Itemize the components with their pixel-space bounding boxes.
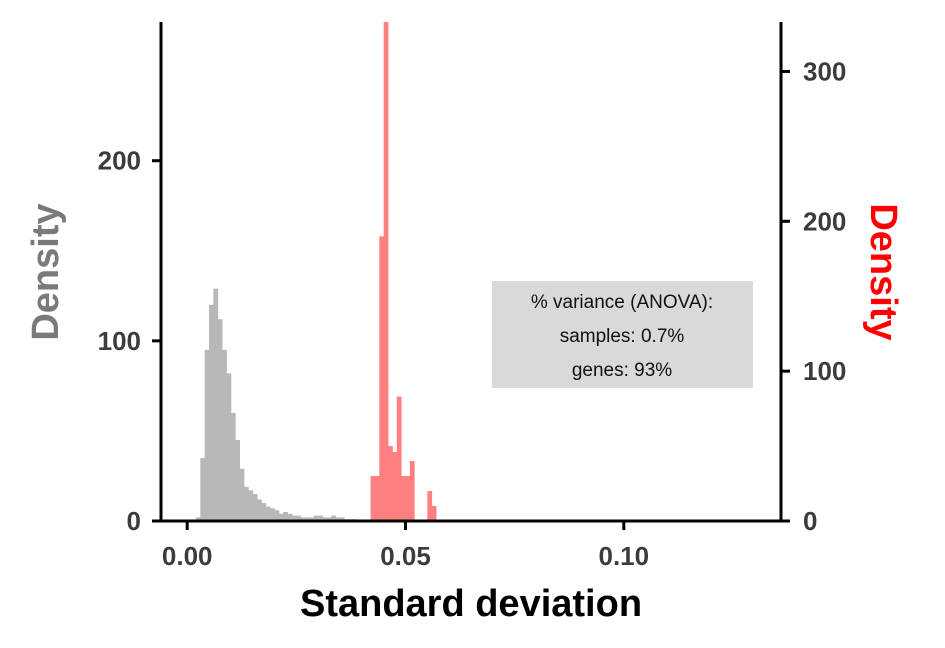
left-histogram-bar [261,502,267,521]
left-histogram-bar [243,486,249,521]
right-histogram-bar [409,461,415,521]
right-histogram-bar [401,476,406,521]
left-histogram-bar [248,490,254,521]
left-histogram-bar [283,511,289,521]
annotation-background [492,281,753,388]
left-histogram-bar [313,515,319,521]
left-histogram-bar [278,513,284,521]
annotation-line: samples: 0.7% [560,326,685,347]
right-histogram-bar [379,236,385,522]
left-histogram-bar [296,515,302,521]
left-y-axis-title: Density [25,203,67,340]
right-histogram-bar [427,491,433,521]
left-histogram-bar [239,468,245,521]
left-histogram-bar [340,517,345,521]
right-histogram-bar [370,476,376,521]
right-y-tick-label: 200 [803,206,846,236]
right-histogram-bar [392,452,398,521]
left-histogram-bar [257,499,262,521]
left-histogram-bar [195,517,201,521]
x-axis-ticks: 0.00 0.05 0.10 [162,521,649,571]
left-histogram-bar [318,515,323,521]
left-y-tick-label: 200 [98,146,141,176]
left-histogram-bar [270,508,275,521]
left-histogram-series [195,288,358,521]
left-histogram-bar [331,515,337,521]
left-histogram-bar [265,506,271,521]
left-histogram-bar [309,517,315,521]
left-histogram-bar [230,412,236,521]
right-histogram-series [370,22,437,522]
right-y-tick-label: 300 [803,56,846,86]
right-histogram-bar [374,476,380,521]
left-histogram-bar [222,349,227,521]
left-histogram-bar [287,513,293,521]
right-y-axis-ticks: 0 100 200 300 [781,56,846,536]
left-y-tick-label: 100 [98,326,141,356]
right-histogram-bar [383,22,389,521]
right-histogram-bar [431,506,437,521]
left-histogram-bar [235,439,240,521]
left-histogram-bar [200,457,206,521]
annotation-line: % variance (ANOVA): [531,292,713,313]
right-y-axis-title: Density [862,203,904,340]
x-tick-label: 0.10 [599,541,650,571]
left-histogram-bar [326,517,332,521]
x-tick-label: 0.05 [380,541,431,571]
left-histogram-bar [209,304,214,521]
right-y-tick-label: 0 [803,506,817,536]
right-histogram-bar [388,446,393,521]
left-histogram-bar [305,517,310,521]
left-histogram-bar [274,510,280,521]
right-histogram-bar [396,396,402,521]
left-histogram-bar [204,349,210,521]
left-histogram-bar [213,288,219,521]
left-histogram-bar [322,517,328,521]
left-histogram-bar [335,517,341,521]
left-histogram-bar [252,493,258,521]
left-histogram-bar [300,517,306,521]
right-histogram-bar [405,476,411,521]
left-histogram-bar [291,515,297,521]
x-tick-label: 0.00 [162,541,213,571]
left-y-tick-label: 0 [127,506,141,536]
left-y-axis-ticks: 0 100 200 [98,146,161,536]
annotation-line: genes: 93% [572,360,672,381]
left-histogram-bar [226,373,232,521]
x-axis-title: Standard deviation [300,583,642,625]
annotation-box: % variance (ANOVA): samples: 0.7% genes:… [492,281,753,388]
left-histogram-bar [217,319,223,521]
right-y-tick-label: 100 [803,356,846,386]
